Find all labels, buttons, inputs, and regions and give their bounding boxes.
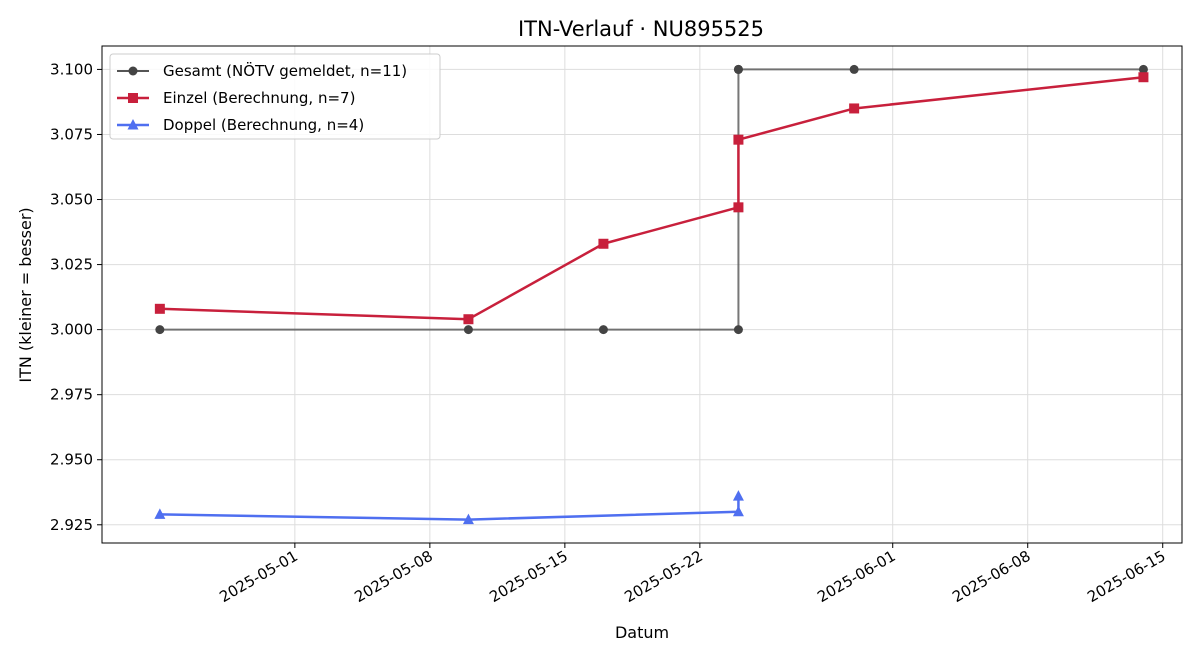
legend-marker <box>128 93 138 103</box>
series-layer <box>154 64 1149 525</box>
data-point <box>849 103 860 114</box>
legend-box <box>109 53 441 140</box>
legend-label: Einzel (Berechnung, n=7) <box>163 89 355 107</box>
data-point <box>733 202 744 213</box>
data-point <box>463 325 473 335</box>
data-point <box>733 325 743 335</box>
series-3 <box>154 490 744 525</box>
y-tick-label: 2.925 <box>50 516 93 534</box>
y-tick-label: 3.050 <box>50 191 93 209</box>
y-tick-label: 3.025 <box>50 256 93 274</box>
y-tick-label: 2.950 <box>50 451 93 469</box>
data-point <box>154 508 166 519</box>
data-point <box>598 325 608 335</box>
series-1 <box>155 64 1148 335</box>
data-point <box>462 513 474 525</box>
y-axis: 2.925 2.950 2.975 3.000 3.025 3.050 3.075 3.100 <box>50 60 102 534</box>
data-point <box>732 505 744 517</box>
legend: Gesamt (NÖTV gemeldet, n=11) Einzel (Bere… <box>109 53 441 140</box>
data-point <box>849 64 859 74</box>
y-tick-label: 3.000 <box>50 321 93 339</box>
x-axis: 2025-05-01 2025-05-08 2025-05-15 2025-05-22… <box>216 543 1169 606</box>
y-tick-label: 2.975 <box>50 386 93 404</box>
x-tick-label: 2025-05-22 <box>621 547 706 606</box>
data-point <box>733 64 743 74</box>
x-axis-label: Datum <box>615 623 669 642</box>
x-tick-label: 2025-05-15 <box>486 547 571 606</box>
series-line <box>159 496 740 521</box>
data-point <box>463 314 474 325</box>
y-tick-label: 3.075 <box>50 125 93 143</box>
x-tick-label: 2025-06-08 <box>949 547 1034 606</box>
data-point <box>155 325 165 335</box>
x-tick-label: 2025-05-01 <box>216 547 301 606</box>
data-point <box>598 238 609 249</box>
x-tick-label: 2025-06-01 <box>814 547 899 606</box>
series-2 <box>154 72 1149 325</box>
legend-marker <box>128 66 138 76</box>
data-point <box>1138 64 1148 74</box>
data-point <box>1138 72 1149 83</box>
chart-title: ITN-Verlauf · NU895525 <box>518 17 764 41</box>
data-point <box>732 490 744 501</box>
legend-label: Gesamt (NÖTV gemeldet, n=11) <box>163 61 407 80</box>
data-point <box>154 303 165 314</box>
legend-marker <box>127 119 139 130</box>
legend-label: Doppel (Berechnung, n=4) <box>163 116 364 134</box>
data-point <box>733 134 744 145</box>
y-axis-label: ITN (kleiner = besser) <box>16 207 35 382</box>
x-tick-label: 2025-06-15 <box>1084 547 1169 606</box>
x-tick-label: 2025-05-08 <box>351 547 436 606</box>
plot-frame <box>101 45 1183 544</box>
y-tick-label: 3.100 <box>50 60 93 78</box>
